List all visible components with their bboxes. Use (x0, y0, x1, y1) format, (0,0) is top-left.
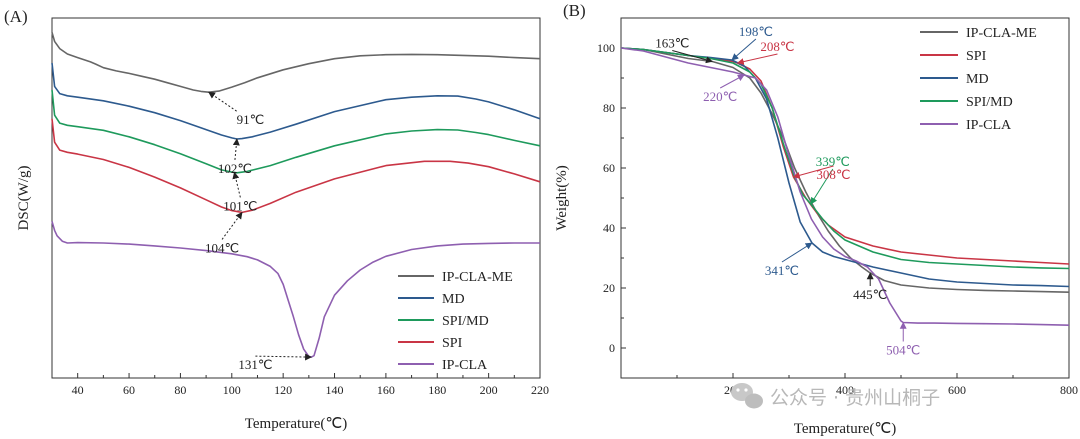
x-tick-label: 120 (274, 383, 292, 397)
annotation-arrow (719, 74, 745, 89)
x-tick-label: 180 (428, 383, 446, 397)
series-line-ip-cla (620, 47, 1070, 326)
annotation-label: 104℃ (205, 240, 239, 255)
x-tick-label: 100 (223, 383, 241, 397)
x-tick-label: 220 (531, 383, 549, 397)
legend-label-ip-cla: IP-CLA (966, 118, 1012, 133)
series-line-ip-cla (51, 221, 540, 358)
legend-label-md: MD (966, 72, 989, 87)
watermark: 公众号 · 贵州山桐子 (731, 383, 940, 409)
panel-a-ylabel: DSC(W/g) (16, 166, 32, 231)
annotation-arrow (221, 211, 243, 240)
series-line-spi (51, 118, 541, 214)
panel-a-annotations: 91℃ 102℃ 101℃ 104℃ 131℃ (205, 91, 313, 372)
legend-label-ip-cla: IP-CLA (442, 358, 488, 373)
annotation-label: 504℃ (886, 343, 920, 358)
annotation-arrow (781, 242, 813, 263)
annotation-label: 445℃ (853, 287, 887, 302)
panel-b-y-ticks: 0 20 40 60 80 100 (597, 41, 626, 355)
annotation-arrow (810, 168, 834, 205)
y-tick-label: 0 (609, 341, 615, 355)
annotation-label: 208℃ (760, 39, 794, 54)
annotation-label: 341℃ (765, 263, 799, 278)
series-line-ip-cla-me (620, 47, 1070, 293)
panel-b-ylabel: Weight(%) (554, 165, 570, 230)
x-tick-label: 160 (377, 383, 395, 397)
annotation-arrow (232, 171, 241, 198)
wechat-icon (731, 383, 763, 409)
annotation-arrow (255, 353, 313, 361)
panel-b-xlabel: Temperature(℃) (794, 421, 896, 437)
series-line-md (51, 62, 541, 140)
panel-a-legend: IP-CLA-ME MD SPI/MD SPI IP-CLA (398, 270, 513, 373)
legend-label-ip-cla-me: IP-CLA-ME (966, 26, 1037, 41)
annotation-label: 91℃ (237, 112, 265, 127)
y-tick-label: 80 (603, 101, 615, 115)
panel-b-legend: IP-CLA-ME SPI MD SPI/MD IP-CLA (920, 26, 1037, 133)
x-tick-label: 600 (948, 383, 966, 397)
panel-a-frame (51, 17, 541, 379)
x-tick-label: 800 (1060, 383, 1078, 397)
panel-b-label: (B) (563, 1, 586, 20)
annotation-label: 101℃ (223, 198, 257, 213)
annotation-label: 339℃ (816, 154, 850, 169)
watermark-text: 公众号 · 贵州山桐子 (770, 387, 940, 409)
legend-label-md: MD (442, 292, 465, 307)
annotation-label: 131℃ (238, 357, 272, 372)
legend-label-spi: SPI (966, 49, 987, 64)
annotation-arrow (792, 165, 834, 179)
series-line-ip-cla-me (51, 32, 541, 93)
annotation-label: 198℃ (739, 24, 773, 39)
panel-a-label: (A) (4, 7, 28, 26)
x-tick-label: 400 (836, 383, 854, 397)
annotation-arrow (736, 53, 778, 66)
annotation-label: 220℃ (703, 89, 737, 104)
annotation-arrow (232, 138, 240, 161)
x-tick-label: 140 (326, 383, 344, 397)
panel-a-plot: 40 60 80 100 120 140 160 180 200 220 91℃ 102℃ 101℃ 1… (51, 17, 549, 397)
y-tick-label: 100 (597, 41, 615, 55)
legend-label-spi-md: SPI/MD (966, 95, 1013, 110)
annotation-label: 308℃ (816, 167, 850, 182)
panel-a-xlabel: Temperature(℃) (245, 416, 347, 432)
annotation-label: 102℃ (218, 161, 252, 176)
annotation-arrow (208, 91, 237, 112)
panel-a-x-ticks: 40 60 80 100 120 140 160 180 200 220 (51, 373, 549, 397)
x-tick-label: 80 (174, 383, 186, 397)
annotation-label: 163℃ (655, 36, 689, 51)
annotation-arrow (672, 50, 713, 64)
panel-b-series (620, 47, 1070, 326)
legend-label-spi: SPI (442, 336, 463, 351)
legend-label-ip-cla-me: IP-CLA-ME (442, 270, 513, 285)
panel-a-series (51, 32, 541, 358)
legend-label-spi-md: SPI/MD (442, 314, 489, 329)
y-tick-label: 60 (603, 161, 615, 175)
y-tick-label: 40 (603, 221, 615, 235)
x-tick-label: 200 (480, 383, 498, 397)
y-tick-label: 20 (603, 281, 615, 295)
x-tick-label: 60 (123, 383, 135, 397)
series-line-spi-md (51, 89, 541, 174)
annotation-arrow (731, 38, 757, 61)
x-tick-label: 40 (72, 383, 84, 397)
